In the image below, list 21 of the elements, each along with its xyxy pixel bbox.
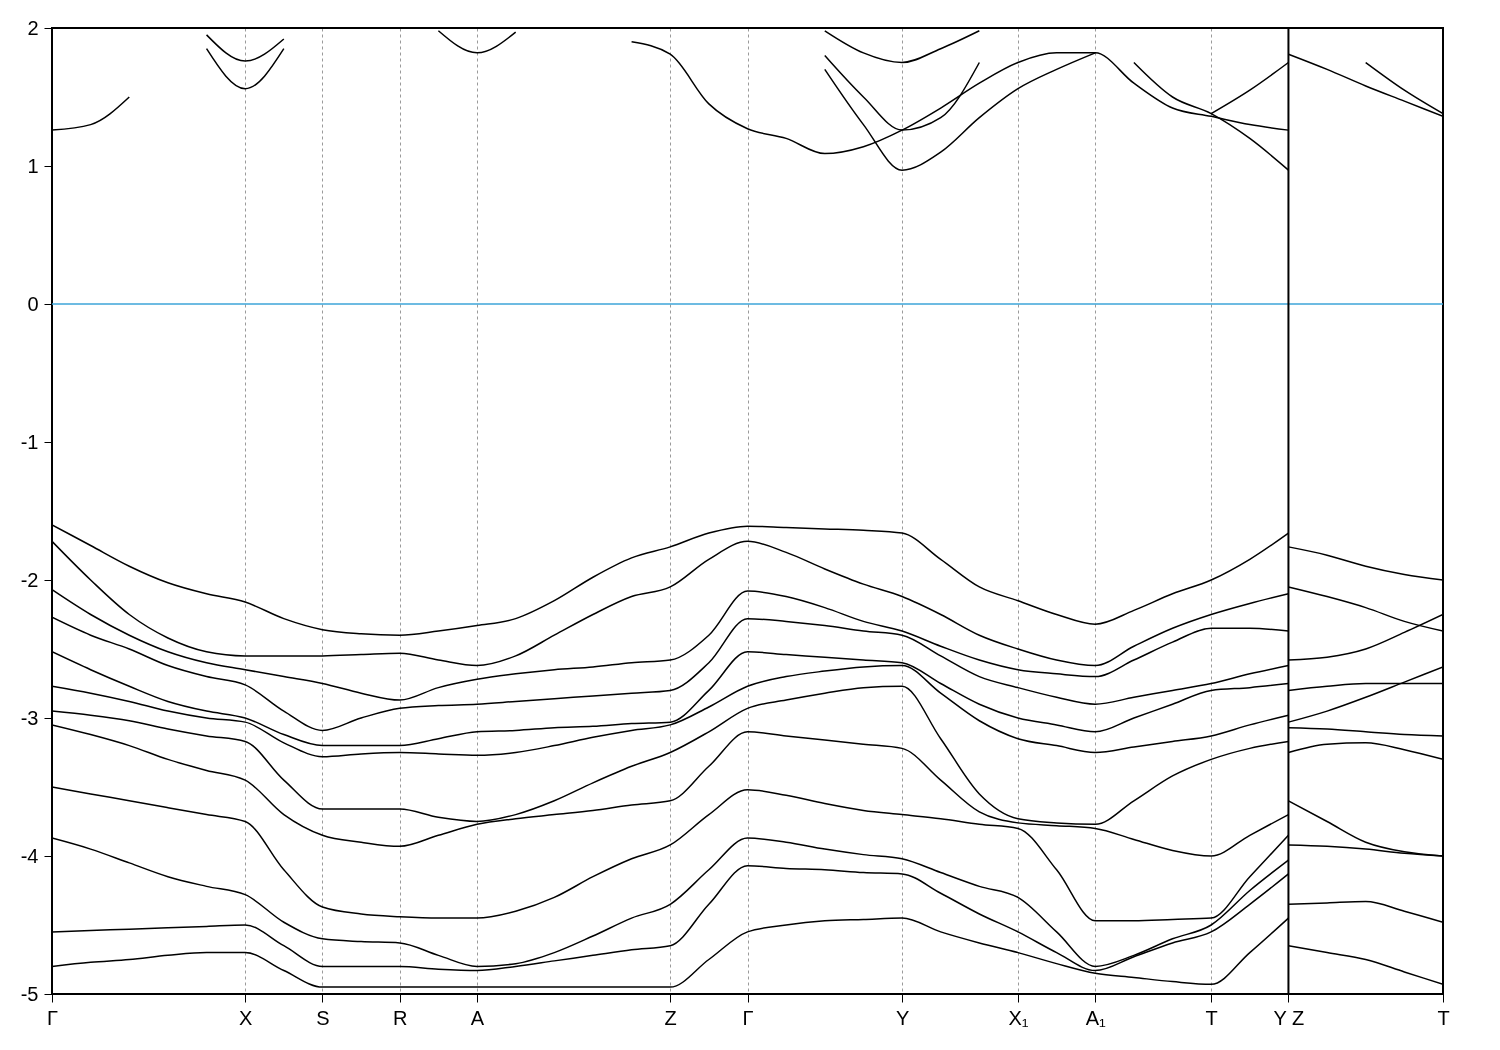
y-tick-label: 0 xyxy=(27,292,39,315)
x-tick-label: Y xyxy=(895,1006,910,1029)
x-tick-label: X xyxy=(239,1006,253,1029)
x-tick-label: Z xyxy=(664,1006,677,1029)
y-tick-label: 1 xyxy=(27,154,39,177)
y-tick-label: -1 xyxy=(20,430,39,453)
y-tick-label: -3 xyxy=(20,706,39,729)
x-tick-label: S xyxy=(316,1006,330,1029)
x-tick-label: R xyxy=(393,1006,408,1029)
x-tick-label: T xyxy=(1437,1006,1450,1029)
x-tick-label: Γ xyxy=(46,1006,59,1029)
x-tick-label: A₁ xyxy=(1085,1006,1107,1029)
y-tick-label: -2 xyxy=(20,568,39,591)
y-tick-label: 2 xyxy=(27,16,39,39)
x-tick-label: Y Z xyxy=(1273,1006,1305,1029)
y-tick-label: -5 xyxy=(20,982,39,1005)
y-tick-label: -4 xyxy=(20,844,39,867)
x-tick-label: T xyxy=(1205,1006,1218,1029)
x-tick-label: Γ xyxy=(742,1006,754,1029)
x-tick-label: X₁ xyxy=(1008,1006,1029,1029)
x-tick-label: A xyxy=(470,1006,485,1029)
